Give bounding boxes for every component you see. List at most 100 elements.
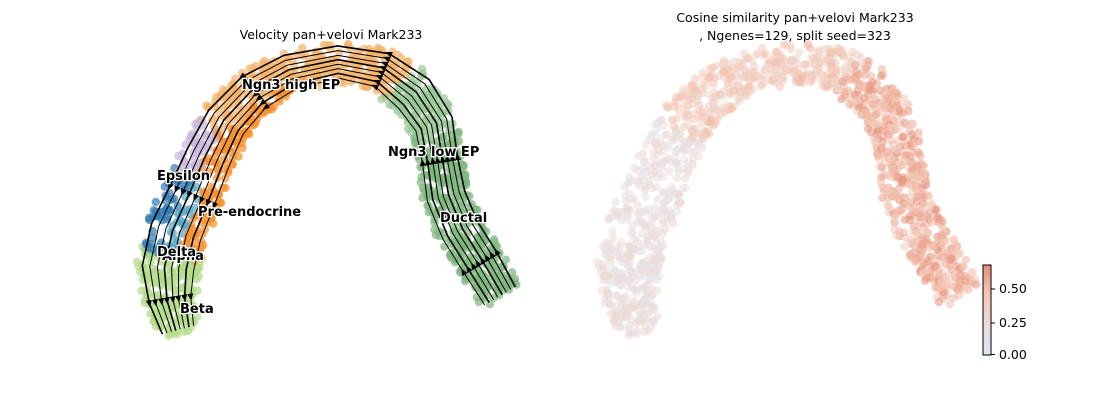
- cell-point: [896, 159, 905, 169]
- cell-point: [148, 233, 158, 243]
- cell-point: [938, 216, 947, 226]
- cell-point: [629, 194, 639, 203]
- cell-point: [646, 132, 655, 141]
- cell-point: [781, 66, 791, 76]
- cell-point: [887, 87, 896, 96]
- colorbar-label-2: 0.50: [999, 281, 1027, 296]
- cell-point: [851, 61, 860, 70]
- cell-point: [911, 183, 920, 192]
- cell-point: [641, 192, 650, 202]
- cell-point: [727, 104, 737, 114]
- cell-point: [888, 165, 897, 174]
- cell-point: [635, 263, 644, 273]
- cell-point: [180, 283, 189, 292]
- cell-point: [703, 89, 713, 99]
- cell-point: [870, 137, 880, 146]
- cell-point: [708, 63, 718, 73]
- cell-point: [672, 146, 681, 155]
- cell-point: [907, 130, 916, 140]
- cell-point: [438, 132, 447, 141]
- cell-point: [903, 120, 912, 129]
- cell-point: [414, 108, 423, 118]
- cosine-points: [592, 39, 981, 340]
- cell-point: [640, 322, 650, 332]
- cell-point: [905, 158, 915, 167]
- streamline-arrow: [168, 182, 174, 191]
- cell-point: [154, 242, 163, 252]
- cell-point: [474, 297, 484, 307]
- cell-point: [853, 96, 862, 105]
- cell-point: [665, 195, 674, 204]
- streamline-arrow: [489, 251, 496, 260]
- cell-point: [645, 267, 654, 276]
- cell-point: [623, 204, 632, 213]
- streamline-arrow: [151, 298, 158, 307]
- cell-point: [741, 92, 751, 101]
- cell-point: [164, 173, 174, 182]
- streamline-arrow: [242, 76, 250, 84]
- cell-point: [213, 207, 222, 216]
- cell-point: [238, 144, 247, 153]
- streamline-arrow: [174, 185, 181, 193]
- cell-point: [673, 158, 682, 168]
- cell-point: [964, 276, 973, 286]
- cell-point: [640, 296, 649, 306]
- cell-point: [895, 107, 904, 116]
- cell-point: [696, 120, 706, 129]
- cell-point: [651, 140, 660, 149]
- streamline-arrow: [385, 51, 393, 58]
- cell-point: [914, 127, 923, 136]
- cell-point: [454, 127, 463, 136]
- cell-point: [683, 111, 693, 120]
- cell-point: [649, 255, 659, 264]
- cell-point: [918, 250, 927, 260]
- cell-point: [664, 154, 673, 163]
- cell-point: [653, 312, 662, 321]
- cell-point: [868, 78, 877, 87]
- cell-point: [641, 140, 650, 149]
- cell-point: [640, 175, 649, 185]
- velocity-streamlines: [141, 45, 517, 335]
- cell-point: [884, 130, 893, 139]
- cell-point: [875, 118, 884, 127]
- cell-point: [934, 297, 944, 307]
- cell-point: [612, 276, 621, 285]
- cell-point: [602, 240, 611, 249]
- cell-point: [633, 201, 642, 211]
- cell-point: [894, 193, 903, 202]
- cell-point: [814, 46, 823, 56]
- cell-point: [249, 101, 258, 111]
- cell-point: [246, 116, 256, 125]
- cell-point: [912, 197, 921, 206]
- cell-point: [914, 161, 923, 171]
- cell-point: [151, 197, 160, 207]
- cell-point: [648, 285, 657, 294]
- cell-point: [604, 279, 614, 288]
- colorbar-gradient: [982, 264, 992, 356]
- cell-point: [608, 226, 617, 236]
- cell-point: [647, 224, 656, 233]
- streamline: [183, 72, 490, 328]
- velocity-panel: Velocity pan+velovi Mark233 Ngn3 high EP…: [132, 27, 521, 340]
- streamline-arrow: [163, 297, 170, 305]
- cell-point: [321, 66, 331, 76]
- cell-point: [621, 312, 631, 321]
- cell-point: [904, 194, 913, 203]
- cluster-labels: Ngn3 high EP Ngn3 low EP Ductal Pre-endo…: [156, 77, 489, 319]
- streamline: [178, 68, 495, 329]
- cell-point: [900, 242, 909, 251]
- cell-point: [876, 71, 886, 81]
- cell-point: [775, 82, 785, 92]
- cell-point: [219, 85, 228, 94]
- cell-point: [925, 192, 934, 201]
- cell-point: [180, 175, 189, 185]
- cell-point: [660, 225, 670, 234]
- cell-point: [674, 190, 683, 199]
- cell-point: [204, 103, 213, 112]
- cell-point: [667, 182, 676, 191]
- cell-point: [624, 283, 633, 292]
- cell-point: [682, 140, 691, 150]
- cell-point: [410, 137, 420, 146]
- cell-point: [501, 255, 511, 264]
- cell-point: [628, 273, 638, 282]
